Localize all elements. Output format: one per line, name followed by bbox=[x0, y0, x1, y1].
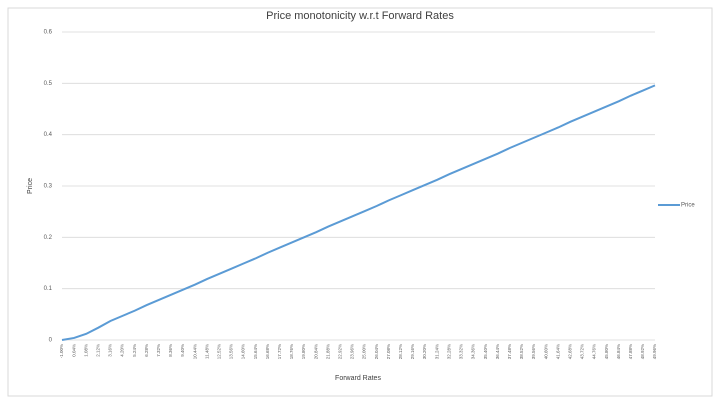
chart-title: Price monotonicity w.r.t Forward Rates bbox=[266, 10, 454, 22]
x-tick-label: 7.32% bbox=[156, 344, 161, 357]
x-tick-label: 10.44% bbox=[192, 344, 197, 359]
x-tick-label: 43.72% bbox=[580, 344, 585, 359]
y-tick-label: 0.4 bbox=[44, 132, 53, 138]
x-tick-label: 47.88% bbox=[628, 344, 633, 359]
x-tick-label: 13.56% bbox=[229, 344, 234, 359]
legend-label: Price bbox=[681, 203, 695, 209]
x-tick-label: 44.76% bbox=[592, 344, 597, 359]
x-tick-label: 35.40% bbox=[483, 344, 488, 359]
x-tick-label: 16.68% bbox=[265, 344, 270, 359]
x-tick-label: 6.28% bbox=[144, 344, 149, 357]
x-tick-label: 39.56% bbox=[531, 344, 536, 359]
data-line bbox=[61, 84, 656, 341]
y-tick-label: 0 bbox=[49, 338, 53, 344]
x-tick-label: 9.40% bbox=[180, 344, 185, 357]
x-tick-label: 0.04% bbox=[71, 344, 76, 357]
x-tick-label: 15.64% bbox=[253, 344, 258, 359]
y-tick-label: 0.1 bbox=[44, 286, 53, 292]
y-tick-label: 0.5 bbox=[44, 81, 53, 87]
x-tick-label: 5.24% bbox=[132, 344, 137, 357]
x-tick-label: 49.96% bbox=[652, 344, 657, 359]
x-axis-title: Forward Rates bbox=[335, 375, 381, 382]
x-tick-label: 36.44% bbox=[495, 344, 500, 359]
x-tick-label: 19.80% bbox=[301, 344, 306, 359]
x-tick-label: 22.92% bbox=[338, 344, 343, 359]
x-tick-label: 42.68% bbox=[567, 344, 572, 359]
x-tick-label: 20.84% bbox=[313, 344, 318, 359]
x-tick-label: 14.60% bbox=[241, 344, 246, 359]
x-tick-label: 41.64% bbox=[555, 344, 560, 359]
x-tick-label: 37.48% bbox=[507, 344, 512, 359]
x-tick-label: 29.16% bbox=[410, 344, 415, 359]
y-tick-label: 0.6 bbox=[44, 30, 53, 36]
x-tick-label: 46.84% bbox=[616, 344, 621, 359]
x-tick-label: 2.12% bbox=[95, 344, 100, 357]
x-tick-label: 26.04% bbox=[374, 344, 379, 359]
chart-border bbox=[7, 7, 713, 397]
y-tick-label: 0.2 bbox=[44, 235, 53, 241]
x-tick-label: 23.96% bbox=[350, 344, 355, 359]
x-tick-label: 38.52% bbox=[519, 344, 524, 359]
x-tick-label: 8.36% bbox=[168, 344, 173, 357]
x-tick-label: 34.36% bbox=[471, 344, 476, 359]
x-tick-label: 12.52% bbox=[217, 344, 222, 359]
x-tick-label: 4.20% bbox=[120, 344, 125, 357]
x-tick-label: 3.16% bbox=[108, 344, 113, 357]
x-tick-label: 48.92% bbox=[640, 344, 645, 359]
x-tick-label: 25.00% bbox=[362, 344, 367, 359]
x-tick-label: 1.08% bbox=[83, 344, 88, 357]
x-tick-label: -1.00% bbox=[59, 344, 64, 358]
x-tick-label: 17.72% bbox=[277, 344, 282, 359]
x-tick-label: 28.12% bbox=[398, 344, 403, 359]
x-tick-label: 40.60% bbox=[543, 344, 548, 359]
x-tick-label: 45.80% bbox=[604, 344, 609, 359]
x-tick-label: 11.48% bbox=[204, 344, 209, 359]
x-tick-label: 32.28% bbox=[446, 344, 451, 359]
y-tick-label: 0.3 bbox=[44, 184, 53, 190]
y-axis-title: Price bbox=[27, 178, 34, 194]
x-tick-label: 18.76% bbox=[289, 344, 294, 359]
x-tick-label: 21.88% bbox=[325, 344, 330, 359]
x-tick-label: 27.08% bbox=[386, 344, 391, 359]
x-tick-label: 30.20% bbox=[422, 344, 427, 359]
x-tick-label: 33.32% bbox=[459, 344, 464, 359]
x-tick-label: 31.24% bbox=[434, 344, 439, 359]
